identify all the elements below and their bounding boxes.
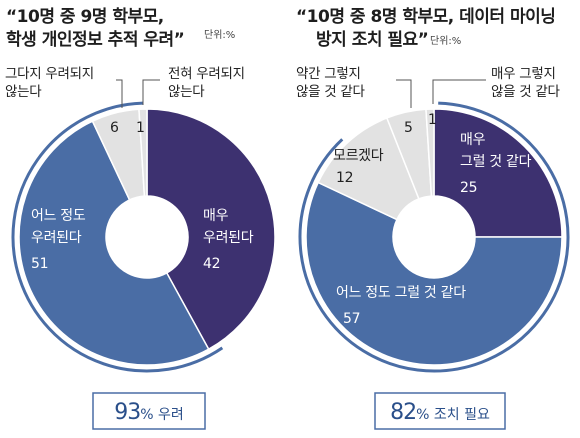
chart-right-title-line-1: “10명 중 8명 학부모, 데이터 마이닝: [296, 7, 555, 27]
chart-right-slice-0: [433, 108, 563, 238]
chart-left-label-somewhat-2: 우려된다: [31, 230, 82, 246]
chart-right-summary-value: 82: [390, 400, 416, 425]
chart-left-label-not-much-2: 않는다: [5, 84, 42, 100]
chart-right-leader-not-at-all: [432, 79, 486, 104]
chart-left-label-very-2: 우려된다: [203, 230, 254, 246]
chart-right-value-unsure: 12: [336, 170, 353, 186]
chart-right-slice-4: [425, 108, 435, 197]
chart-left-title-line-1: “10명 중 9명 학부모,: [6, 7, 164, 27]
chart-left-slice-0: [146, 108, 276, 351]
chart-right-slice-1: [305, 181, 563, 366]
chart-left-unit: 단위:%: [204, 28, 235, 41]
chart-right-summary-text: % 조치 필요: [416, 407, 490, 423]
chart-right-summary: 82% 조치 필요: [390, 400, 490, 425]
chart-left-label-very-1: 매우: [203, 208, 229, 224]
chart-right-label-slightly-not-1: 약간 그렇지: [296, 66, 361, 82]
chart-left-slice-3: [138, 108, 148, 197]
chart-left-value-very: 42: [203, 256, 220, 272]
chart-right-label-very-1: 매우: [460, 132, 486, 148]
chart-right-label-very-2: 그럴 것 같다: [460, 154, 532, 170]
chart-right-bracket-arc: [298, 101, 570, 373]
chart-left-leader-not-at-all: [142, 79, 160, 105]
chart-right-label-unsure: 모르겠다: [333, 148, 384, 164]
chart-right-title-line-2: 방지 조치 필요”: [316, 30, 428, 50]
chart-left-value-somewhat: 51: [31, 256, 48, 272]
chart-left-summary-value: 93: [114, 400, 140, 425]
chart-right-label-not-at-all-1: 매우 그렇지: [491, 66, 556, 82]
chart-left: “10명 중 9명 학부모, 학생 개인정보 추적 우려” 단위:% 매우 우려…: [5, 7, 276, 430]
chart-right-value-slightly-not: 5: [404, 120, 413, 136]
chart-left-leader-not-much: [116, 79, 123, 108]
chart-right-label-slightly-not-2: 않을 것 같다: [296, 84, 365, 100]
chart-right-label-not-at-all-2: 않을 것 같다: [491, 84, 560, 100]
chart-left-label-not-much-1: 그다지 우려되지: [5, 66, 94, 82]
chart-right: “10명 중 8명 학부모, 데이터 마이닝 방지 조치 필요” 단위:% 매우…: [296, 7, 570, 430]
chart-left-label-somewhat-1: 어느 정도: [31, 208, 86, 224]
chart-left-label-not-at-all-1: 전혀 우려되지: [168, 66, 245, 82]
chart-right-label-somewhat: 어느 정도 그럴 것 같다: [336, 285, 466, 301]
chart-left-summary: 93% 우려: [114, 400, 184, 425]
chart-left-label-not-at-all-2: 않는다: [168, 84, 205, 100]
chart-left-value-not-much: 6: [110, 120, 119, 136]
chart-right-leader-slightly-not: [396, 79, 412, 108]
chart-right-value-somewhat: 57: [343, 311, 360, 327]
chart-right-pie: [305, 108, 563, 366]
chart-right-unit: 단위:%: [430, 34, 461, 47]
chart-right-slice-2: [317, 117, 420, 221]
chart-left-pie: [18, 108, 276, 366]
chart-left-title-line-2: 학생 개인정보 추적 우려”: [6, 30, 184, 50]
chart-right-value-not-at-all: 1: [428, 112, 437, 128]
chart-left-bracket-arc: [11, 101, 224, 373]
chart-left-summary-text: % 우려: [140, 407, 184, 423]
chart-left-summary-box: [92, 392, 206, 430]
chart-left-value-not-at-all: 1: [136, 120, 145, 136]
chart-right-value-very: 25: [460, 180, 477, 196]
chart-right-summary-box: [374, 392, 506, 430]
chart-left-slice-1: [18, 120, 210, 366]
